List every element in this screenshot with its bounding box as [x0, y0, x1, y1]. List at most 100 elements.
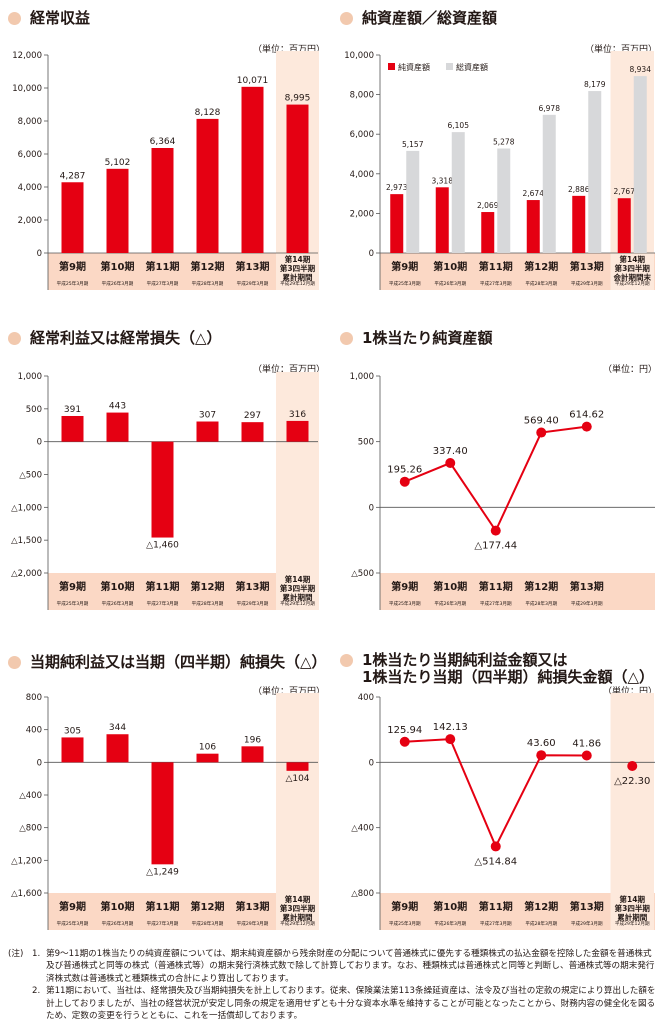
- category-sublabel: 平成25年3月期: [57, 280, 89, 287]
- data-label: 41.86: [572, 738, 601, 749]
- legend-swatch: [388, 63, 395, 70]
- category-label: 第10期: [433, 900, 467, 913]
- footnote-number: 2.: [32, 986, 41, 997]
- data-label: 391: [64, 405, 81, 415]
- y-tick-label: 8,000: [350, 91, 374, 101]
- bar: [61, 737, 84, 763]
- y-tick-label: 12,000: [12, 51, 42, 61]
- unit-label: （単位：百万円）: [252, 365, 325, 375]
- data-point: [627, 760, 638, 771]
- category-label: 第12期: [524, 260, 558, 273]
- data-label: 307: [199, 411, 216, 421]
- category-sublabel: 平成29年12月期: [615, 920, 650, 927]
- title-line: 1株当たり当期純利益金額又は: [362, 651, 568, 669]
- unit-label: （単位：百万円）: [252, 45, 325, 55]
- category-label: 第11期: [479, 900, 513, 913]
- data-label: 2,973: [386, 183, 408, 192]
- category-label: 第9期: [59, 260, 86, 273]
- chart-title-ordinary-income: 経常収益: [8, 10, 90, 27]
- legend-label: 総資産額: [456, 62, 488, 72]
- data-label: 106: [199, 743, 216, 753]
- category-label: 第10期: [101, 900, 135, 913]
- category-label: 累計期間: [283, 272, 313, 282]
- y-tick-label: 6,000: [18, 150, 42, 160]
- footnote-item: (注) 1. 第9～11期の1株当たりの純資産額については、期末純資産額から残余…: [8, 948, 660, 985]
- footnotes: (注) 1. 第9～11期の1株当たりの純資産額については、期末純資産額から残余…: [8, 948, 660, 1022]
- category-label: 第10期: [101, 260, 135, 273]
- data-label: 6,105: [448, 121, 470, 130]
- data-label: 305: [64, 726, 81, 736]
- category-label: 第12期: [191, 900, 225, 913]
- bar: [542, 114, 556, 253]
- data-label: 5,102: [105, 158, 131, 168]
- data-label: 443: [109, 402, 126, 412]
- bar: [151, 441, 174, 538]
- category-sublabel: 平成26年3月期: [434, 600, 466, 607]
- data-label: 8,179: [584, 80, 606, 89]
- category-sublabel: 平成28年3月期: [192, 280, 224, 287]
- data-label: △104: [285, 774, 309, 784]
- category-label: 第13期: [570, 580, 604, 593]
- category-sublabel: 平成29年12月期: [615, 280, 650, 287]
- bar: [151, 147, 174, 253]
- category-band: [380, 573, 655, 610]
- title-text: 1株当たり純資産額: [362, 329, 493, 347]
- y-tick-label: △1,500: [11, 536, 42, 546]
- y-tick-label: △800: [19, 824, 42, 834]
- data-label: 195.26: [387, 465, 422, 476]
- bar: [61, 415, 84, 442]
- series-line: [404, 738, 587, 849]
- category-label: 第14期: [620, 254, 646, 264]
- footnote-number: 1.: [32, 949, 41, 959]
- charts-canvas: 02,0004,0006,0008,00010,00012,000第9期平成25…: [11, 51, 655, 930]
- category-label: 第10期: [433, 260, 467, 273]
- data-label: 569.40: [524, 416, 559, 427]
- highlight-column: [276, 693, 319, 930]
- data-label: 297: [244, 411, 261, 421]
- bar: [61, 182, 84, 253]
- chart-title-net-assets: 純資産額／総資産額: [340, 10, 497, 27]
- y-tick-label: △1,000: [11, 503, 42, 513]
- category-label: 第13期: [236, 580, 270, 593]
- category-band-highlight: [276, 253, 319, 290]
- data-label: 125.94: [387, 725, 422, 736]
- footnote-text: 第9～11期の1株当たりの純資産額については、期末純資産額から残余財産の分配につ…: [46, 949, 655, 984]
- category-sublabel: 平成25年3月期: [57, 600, 89, 607]
- category-label: 第3四半期: [280, 583, 316, 593]
- data-label: 344: [109, 723, 126, 733]
- data-point: [581, 421, 592, 432]
- category-sublabel: 平成25年3月期: [389, 280, 421, 287]
- data-label: 196: [244, 735, 261, 745]
- category-sublabel: 平成29年12月期: [280, 600, 315, 607]
- data-label: 2,886: [568, 185, 590, 194]
- bar: [617, 198, 631, 253]
- category-sublabel: 平成28年3月期: [192, 920, 224, 927]
- category-label: 第3四半期: [615, 903, 651, 913]
- category-sublabel: 平成29年12月期: [280, 920, 315, 927]
- bar: [406, 150, 420, 253]
- category-sublabel: 平成29年12月期: [280, 280, 315, 287]
- data-point: [490, 841, 501, 852]
- category-band: [48, 253, 318, 290]
- data-label: 5,278: [493, 137, 515, 146]
- data-label: 614.62: [569, 410, 604, 421]
- y-tick-label: 6,000: [350, 130, 374, 140]
- title-text: 純資産額／総資産額: [362, 9, 498, 27]
- category-label: 第10期: [433, 580, 467, 593]
- category-label: 第3四半期: [615, 263, 651, 273]
- data-point: [445, 458, 456, 469]
- category-sublabel: 平成27年3月期: [480, 920, 512, 927]
- data-point: [490, 525, 501, 536]
- data-point: [536, 750, 547, 761]
- bar: [481, 212, 495, 253]
- data-label: 6,364: [150, 137, 176, 147]
- category-sublabel: 平成26年3月期: [434, 280, 466, 287]
- category-label: 第9期: [59, 580, 86, 593]
- bullet-dot-icon: [340, 654, 353, 667]
- bar: [196, 753, 219, 763]
- data-point: [581, 750, 592, 761]
- data-label: △22.30: [614, 776, 650, 787]
- category-band: [380, 253, 655, 290]
- bar: [196, 118, 219, 253]
- title-text: 1株当たり当期純利益金額又は 1株当たり当期（四半期）純損失金額（△）: [362, 652, 654, 686]
